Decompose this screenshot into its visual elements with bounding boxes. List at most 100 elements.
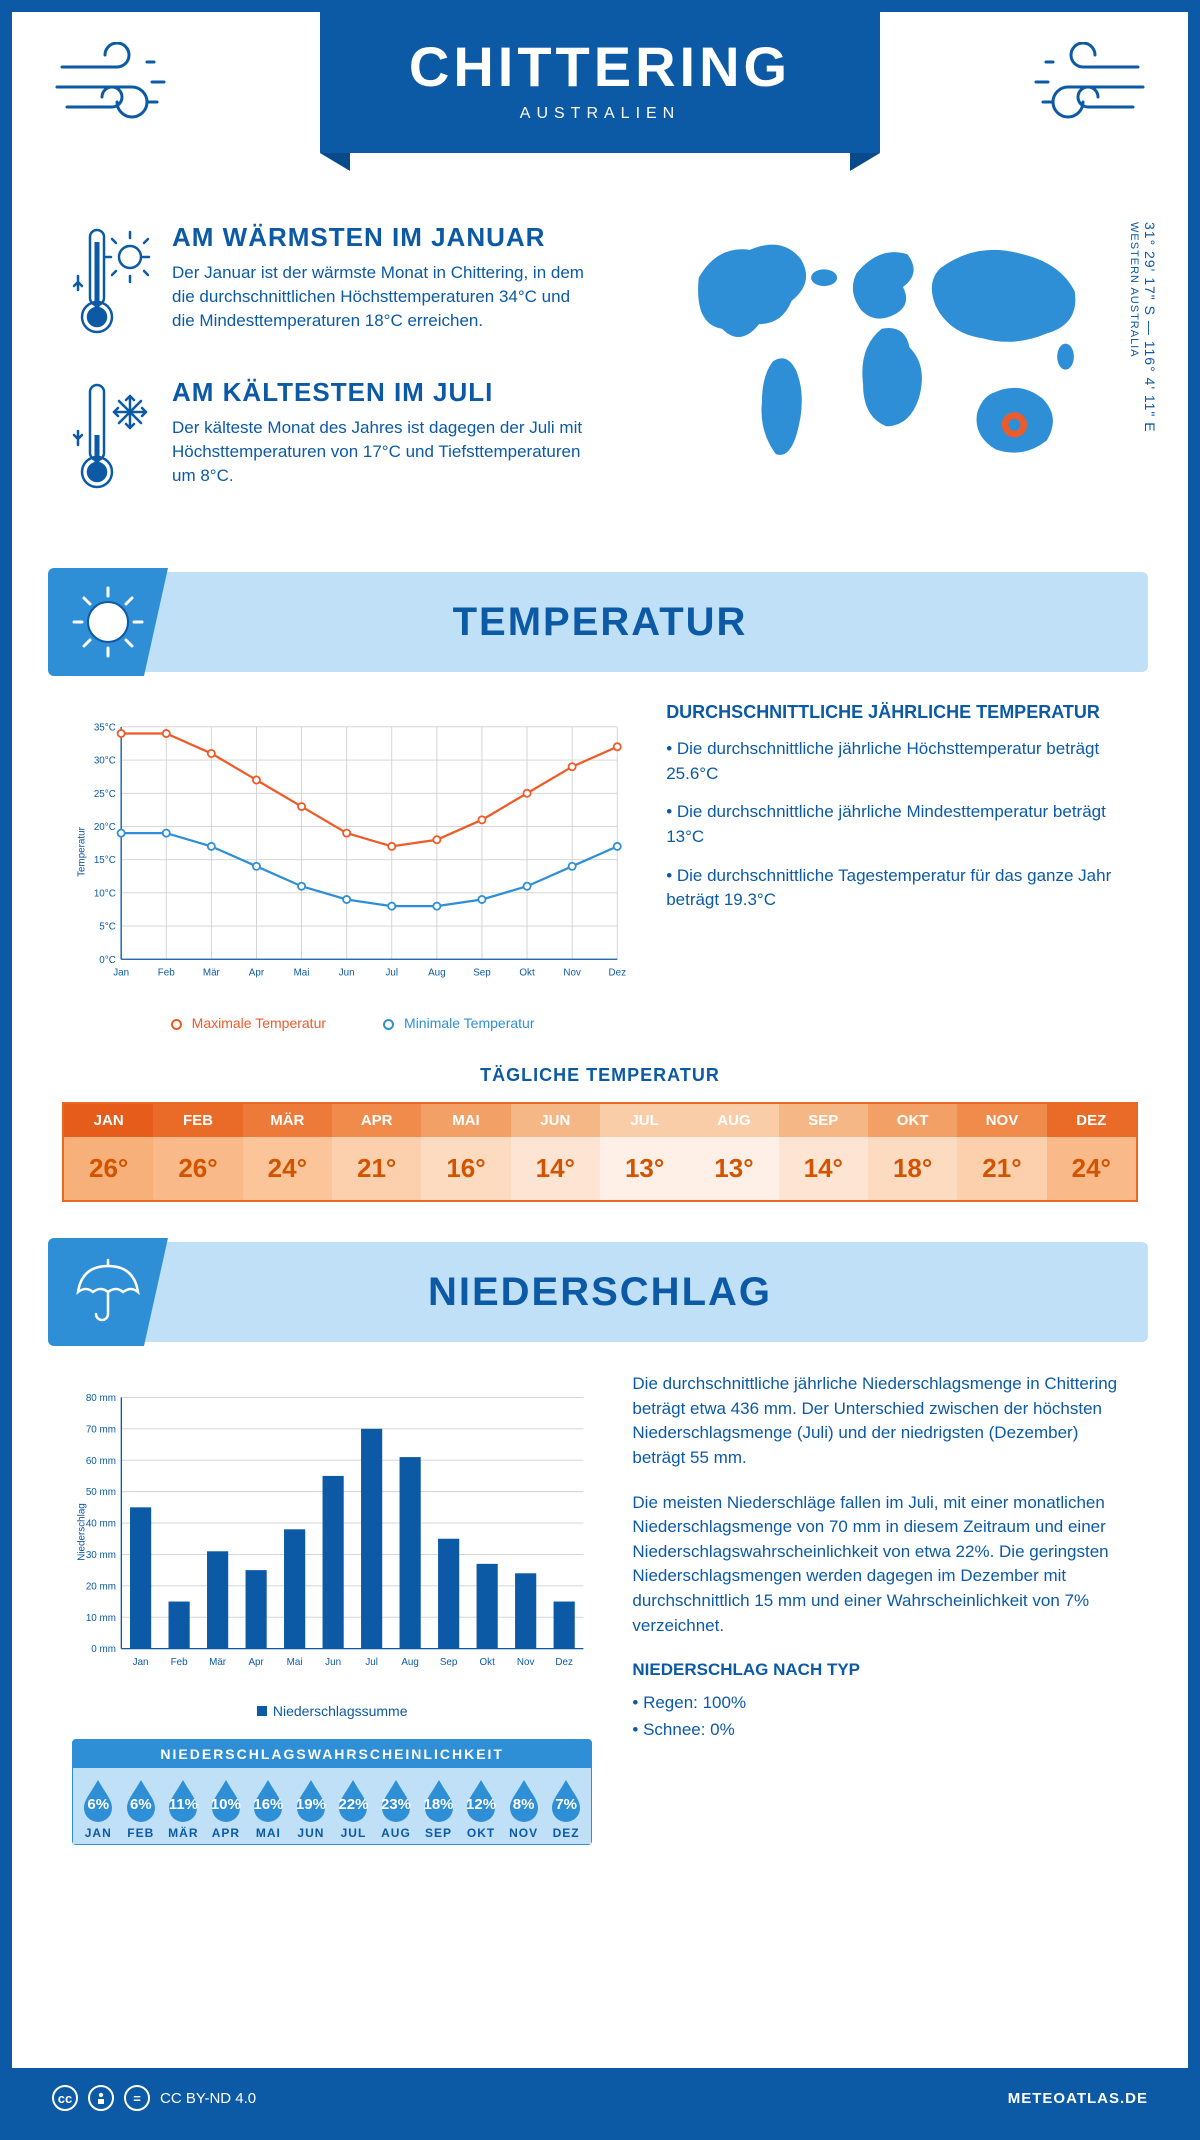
temp-table-col: MAI 16° <box>421 1104 510 1200</box>
precip-left-column: 0 mm10 mm20 mm30 mm40 mm50 mm60 mm70 mm8… <box>72 1372 592 1845</box>
svg-text:0 mm: 0 mm <box>91 1644 116 1655</box>
svg-text:Mär: Mär <box>203 967 221 978</box>
svg-text:Feb: Feb <box>171 1657 189 1668</box>
svg-text:40 mm: 40 mm <box>86 1519 116 1530</box>
coldest-block: AM KÄLTESTEN IM JULI Der kälteste Monat … <box>72 377 592 502</box>
prob-cell: 23% AUG <box>375 1778 418 1840</box>
temp-table-col: JAN 26° <box>64 1104 153 1200</box>
prob-cell: 10% APR <box>205 1778 248 1840</box>
svg-text:5°C: 5°C <box>99 922 116 933</box>
temp-table-col: SEP 14° <box>779 1104 868 1200</box>
license-block: cc = CC BY-ND 4.0 <box>52 2085 256 2111</box>
svg-text:Temperatur: Temperatur <box>77 826 88 876</box>
svg-text:Mai: Mai <box>287 1657 303 1668</box>
world-map <box>632 222 1128 482</box>
svg-text:Jan: Jan <box>133 1657 149 1668</box>
svg-text:50 mm: 50 mm <box>86 1487 116 1498</box>
thermometer-cold-icon <box>72 377 152 502</box>
temp-table-col: MÄR 24° <box>243 1104 332 1200</box>
temp-table-col: APR 21° <box>332 1104 421 1200</box>
coordinates-label: 31° 29' 17" S — 116° 4' 11" E WESTERN AU… <box>1126 222 1158 433</box>
svg-text:Jul: Jul <box>385 967 398 978</box>
svg-text:Okt: Okt <box>479 1657 495 1668</box>
precip-text-column: Die durchschnittliche jährliche Niedersc… <box>632 1372 1128 1845</box>
svg-text:60 mm: 60 mm <box>86 1456 116 1467</box>
umbrella-icon <box>48 1238 168 1346</box>
svg-text:Niederschlag: Niederschlag <box>77 1503 88 1561</box>
svg-text:30 mm: 30 mm <box>86 1550 116 1561</box>
temp-info-line: • Die durchschnittliche jährliche Höchst… <box>666 737 1128 786</box>
temp-info-line: • Die durchschnittliche Tagestemperatur … <box>666 864 1128 913</box>
svg-text:Okt: Okt <box>519 967 535 978</box>
svg-text:Apr: Apr <box>248 1657 264 1668</box>
sun-icon <box>48 568 168 676</box>
temperature-line-chart: 0°C5°C10°C15°C20°C25°C30°C35°CJanFebMärA… <box>72 702 626 1031</box>
svg-text:Jun: Jun <box>339 967 355 978</box>
prob-cell: 18% SEP <box>417 1778 460 1840</box>
infographic-page: CHITTERING AUSTRALIEN AM WÄRMSTEN IM JAN… <box>0 0 1200 2140</box>
footer: cc = CC BY-ND 4.0 METEOATLAS.DE <box>12 2068 1188 2128</box>
prob-heading: NIEDERSCHLAGSWAHRSCHEINLICHKEIT <box>73 1740 591 1768</box>
line-chart-legend: Maximale Temperatur Minimale Temperatur <box>72 1015 626 1031</box>
temp-table-col: FEB 26° <box>153 1104 242 1200</box>
svg-text:Dez: Dez <box>555 1657 573 1668</box>
prob-cell: 12% OKT <box>460 1778 503 1840</box>
prob-cell: 11% MÄR <box>162 1778 205 1840</box>
svg-text:Dez: Dez <box>609 967 627 978</box>
svg-text:Feb: Feb <box>158 967 175 978</box>
svg-text:Sep: Sep <box>440 1657 458 1668</box>
svg-text:Aug: Aug <box>428 967 446 978</box>
intro-text-column: AM WÄRMSTEN IM JANUAR Der Januar ist der… <box>72 222 592 532</box>
by-icon <box>88 2085 114 2111</box>
svg-text:10°C: 10°C <box>94 888 116 899</box>
svg-text:Nov: Nov <box>517 1657 535 1668</box>
license-text: CC BY-ND 4.0 <box>160 2090 256 2107</box>
wind-icon-right <box>1018 42 1148 137</box>
daily-temp-table: JAN 26° FEB 26° MÄR 24° APR 21° MAI 16° … <box>62 1102 1138 1202</box>
precip-section-header: NIEDERSCHLAG <box>52 1242 1148 1342</box>
temp-table-col: DEZ 24° <box>1047 1104 1136 1200</box>
prob-cell: 6% FEB <box>120 1778 163 1840</box>
svg-text:15°C: 15°C <box>94 855 116 866</box>
prob-row: 6% JAN 6% FEB 11% MÄR 10% APR 16 <box>73 1768 591 1844</box>
precip-paragraph: Die durchschnittliche jährliche Niedersc… <box>632 1372 1128 1471</box>
svg-text:Sep: Sep <box>473 967 491 978</box>
temp-table-col: AUG 13° <box>689 1104 778 1200</box>
precip-by-type-heading: NIEDERSCHLAG NACH TYP <box>632 1658 1128 1683</box>
precip-paragraph: Die meisten Niederschläge fallen im Juli… <box>632 1491 1128 1639</box>
bar-chart-legend: Niederschlagssumme <box>72 1703 592 1719</box>
svg-text:Mär: Mär <box>209 1657 227 1668</box>
nd-icon: = <box>124 2085 150 2111</box>
temperature-info: DURCHSCHNITTLICHE JÄHRLICHE TEMPERATUR •… <box>666 702 1128 1031</box>
temperature-heading: TEMPERATUR <box>453 600 748 645</box>
prob-cell: 7% DEZ <box>545 1778 588 1840</box>
thermometer-hot-icon <box>72 222 152 347</box>
coldest-heading: AM KÄLTESTEN IM JULI <box>172 377 592 408</box>
prob-cell: 8% NOV <box>502 1778 545 1840</box>
svg-text:Jul: Jul <box>365 1657 378 1668</box>
temp-table-col: OKT 18° <box>868 1104 957 1200</box>
svg-text:Jan: Jan <box>113 967 129 978</box>
temperature-content-row: 0°C5°C10°C15°C20°C25°C30°C35°CJanFebMärA… <box>12 702 1188 1031</box>
precip-by-type-line: • Regen: 100% <box>632 1691 1128 1716</box>
temp-info-line: • Die durchschnittliche jährliche Mindes… <box>666 800 1128 849</box>
intro-section: AM WÄRMSTEN IM JANUAR Der Januar ist der… <box>12 192 1188 552</box>
svg-text:25°C: 25°C <box>94 789 116 800</box>
svg-text:30°C: 30°C <box>94 756 116 767</box>
prob-cell: 22% JUL <box>332 1778 375 1840</box>
precip-content-row: 0 mm10 mm20 mm30 mm40 mm50 mm60 mm70 mm8… <box>12 1372 1188 1845</box>
svg-text:20 mm: 20 mm <box>86 1581 116 1592</box>
wind-icon-left <box>52 42 182 137</box>
cc-icon: cc <box>52 2085 78 2111</box>
coldest-text: Der kälteste Monat des Jahres ist dagege… <box>172 416 592 487</box>
precip-bar-chart: 0 mm10 mm20 mm30 mm40 mm50 mm60 mm70 mm8… <box>72 1372 592 1692</box>
svg-text:Jun: Jun <box>325 1657 341 1668</box>
precip-by-type-line: • Schnee: 0% <box>632 1718 1128 1743</box>
svg-text:10 mm: 10 mm <box>86 1613 116 1624</box>
warmest-block: AM WÄRMSTEN IM JANUAR Der Januar ist der… <box>72 222 592 347</box>
temperature-section-header: TEMPERATUR <box>52 572 1148 672</box>
page-title: CHITTERING <box>320 34 880 99</box>
svg-text:80 mm: 80 mm <box>86 1393 116 1404</box>
title-ribbon: CHITTERING AUSTRALIEN <box>320 12 880 153</box>
prob-cell: 19% JUN <box>290 1778 333 1840</box>
